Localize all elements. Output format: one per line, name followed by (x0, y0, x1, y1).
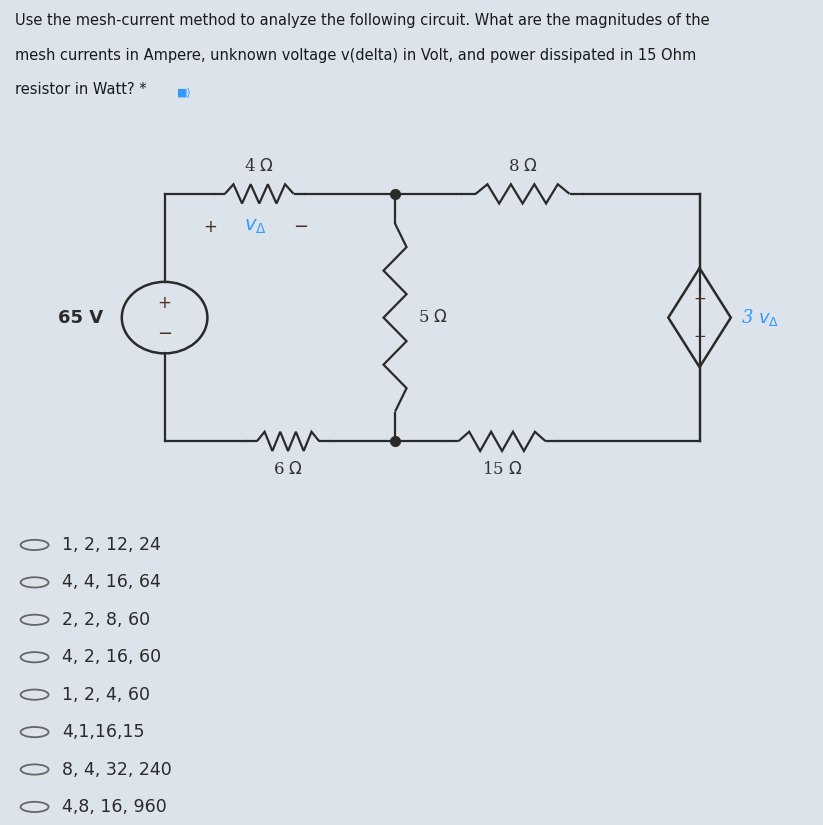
Text: 4,8, 16, 960: 4,8, 16, 960 (62, 798, 166, 816)
Text: resistor in Watt? *: resistor in Watt? * (15, 82, 146, 97)
Text: +: + (158, 294, 171, 312)
Text: ■⟩: ■⟩ (177, 87, 192, 97)
Text: 5 $\Omega$: 5 $\Omega$ (418, 309, 448, 326)
Text: −: − (157, 325, 172, 343)
Text: Use the mesh-current method to analyze the following circuit. What are the magni: Use the mesh-current method to analyze t… (15, 13, 709, 28)
Text: 4,1,16,15: 4,1,16,15 (62, 723, 144, 741)
Text: 1, 2, 4, 60: 1, 2, 4, 60 (62, 686, 150, 704)
Text: $v_\Delta$: $v_\Delta$ (244, 218, 267, 236)
Text: 4, 4, 16, 64: 4, 4, 16, 64 (62, 573, 160, 592)
Text: −: − (693, 329, 706, 344)
Text: 8, 4, 32, 240: 8, 4, 32, 240 (62, 761, 171, 779)
Text: 3 $v_\Delta$: 3 $v_\Delta$ (741, 307, 779, 328)
Text: 2, 2, 8, 60: 2, 2, 8, 60 (62, 610, 150, 629)
Text: 1, 2, 12, 24: 1, 2, 12, 24 (62, 536, 160, 554)
Text: 8 $\Omega$: 8 $\Omega$ (508, 158, 537, 175)
Text: 4 $\Omega$: 4 $\Omega$ (244, 158, 274, 175)
Text: mesh currents in Ampere, unknown voltage v(delta) in Volt, and power dissipated : mesh currents in Ampere, unknown voltage… (15, 48, 696, 63)
Text: +: + (693, 292, 706, 307)
Text: 4, 2, 16, 60: 4, 2, 16, 60 (62, 648, 160, 667)
Text: −: − (293, 218, 308, 236)
Text: 6 $\Omega$: 6 $\Omega$ (273, 460, 303, 478)
Text: 65 V: 65 V (58, 309, 103, 327)
Text: +: + (203, 218, 216, 236)
Text: 15 $\Omega$: 15 $\Omega$ (481, 460, 523, 478)
